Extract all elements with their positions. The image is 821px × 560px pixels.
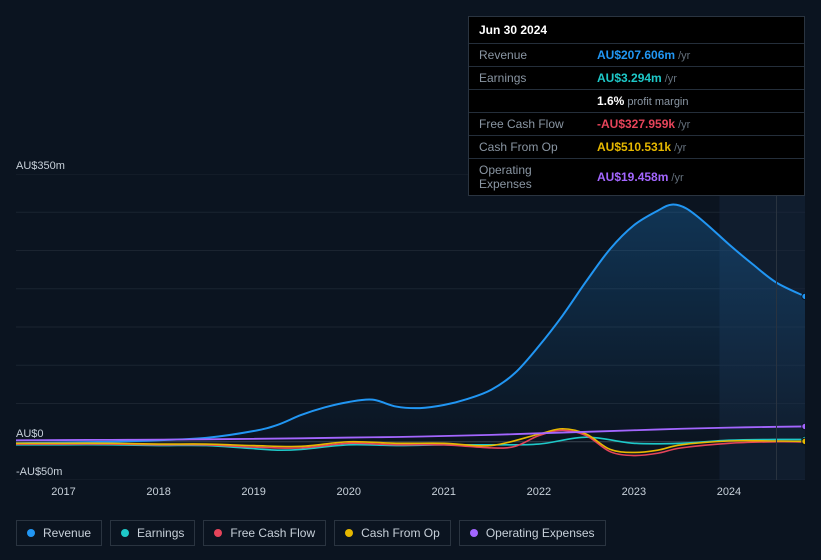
legend-item[interactable]: Revenue — [16, 520, 102, 546]
chart-area: AU$350mAU$0-AU$50m2017201820192020202120… — [16, 160, 805, 480]
legend-row: Revenue Earnings Free Cash Flow Cash From O… — [16, 520, 606, 546]
tooltip-value-cell: AU$207.606m/yr — [587, 44, 804, 67]
legend-dot-icon — [345, 529, 353, 537]
tooltip-unit: /yr — [678, 50, 690, 62]
tooltip-unit: /yr — [674, 142, 686, 154]
x-axis-tick-label: 2024 — [717, 486, 741, 498]
y-axis-tick-label: AU$350m — [16, 160, 65, 172]
tooltip-row: EarningsAU$3.294m/yr — [469, 67, 804, 90]
legend-item[interactable]: Cash From Op — [334, 520, 451, 546]
y-axis-tick-label: -AU$50m — [16, 466, 62, 478]
x-axis-tick-label: 2020 — [336, 486, 360, 498]
x-axis-tick-label: 2022 — [527, 486, 551, 498]
tooltip-value-cell: 1.6%profit margin — [587, 90, 804, 113]
tooltip-label: Operating Expenses — [469, 159, 587, 196]
tooltip-label: Free Cash Flow — [469, 113, 587, 136]
legend-dot-icon — [214, 529, 222, 537]
tooltip-value: AU$510.531k — [597, 140, 671, 154]
tooltip-label: Earnings — [469, 67, 587, 90]
legend-label: Cash From Op — [361, 526, 440, 540]
tooltip-sub: profit margin — [627, 96, 688, 108]
x-axis-tick-label: 2021 — [432, 486, 456, 498]
tooltip-value-cell: -AU$327.959k/yr — [587, 113, 804, 136]
legend-label: Operating Expenses — [486, 526, 595, 540]
x-axis-tick-label: 2018 — [146, 486, 170, 498]
tooltip-card: Jun 30 2024 RevenueAU$207.606m/yrEarning… — [468, 16, 805, 196]
tooltip-unit: /yr — [665, 73, 677, 85]
legend-label: Earnings — [137, 526, 184, 540]
tooltip-unit: /yr — [671, 172, 683, 184]
tooltip-value: AU$3.294m — [597, 71, 662, 85]
x-axis-tick-label: 2019 — [241, 486, 265, 498]
chart-plot[interactable] — [16, 174, 805, 480]
legend-item[interactable]: Free Cash Flow — [203, 520, 326, 546]
tooltip-row: Cash From OpAU$510.531k/yr — [469, 136, 804, 159]
x-axis-tick-label: 2023 — [622, 486, 646, 498]
tooltip-row: RevenueAU$207.606m/yr — [469, 44, 804, 67]
tooltip-row: Operating ExpensesAU$19.458m/yr — [469, 159, 804, 196]
y-axis-tick-label: AU$0 — [16, 428, 44, 440]
tooltip-label: Cash From Op — [469, 136, 587, 159]
tooltip-label — [469, 90, 587, 113]
legend-dot-icon — [121, 529, 129, 537]
tooltip-row: Free Cash Flow-AU$327.959k/yr — [469, 113, 804, 136]
tooltip-value: -AU$327.959k — [597, 117, 675, 131]
tooltip-row: 1.6%profit margin — [469, 90, 804, 113]
legend-item[interactable]: Operating Expenses — [459, 520, 606, 546]
tooltip-date: Jun 30 2024 — [469, 17, 804, 43]
x-axis-tick-label: 2017 — [51, 486, 75, 498]
tooltip-value-cell: AU$510.531k/yr — [587, 136, 804, 159]
tooltip-value: AU$19.458m — [597, 170, 668, 184]
tooltip-value: 1.6% — [597, 94, 624, 108]
tooltip-value: AU$207.606m — [597, 48, 675, 62]
tooltip-unit: /yr — [678, 119, 690, 131]
tooltip-value-cell: AU$19.458m/yr — [587, 159, 804, 196]
tooltip-table: RevenueAU$207.606m/yrEarningsAU$3.294m/y… — [469, 43, 804, 195]
tooltip-value-cell: AU$3.294m/yr — [587, 67, 804, 90]
tooltip-label: Revenue — [469, 44, 587, 67]
legend-item[interactable]: Earnings — [110, 520, 195, 546]
legend-dot-icon — [27, 529, 35, 537]
legend-label: Revenue — [43, 526, 91, 540]
legend-dot-icon — [470, 529, 478, 537]
legend-label: Free Cash Flow — [230, 526, 315, 540]
